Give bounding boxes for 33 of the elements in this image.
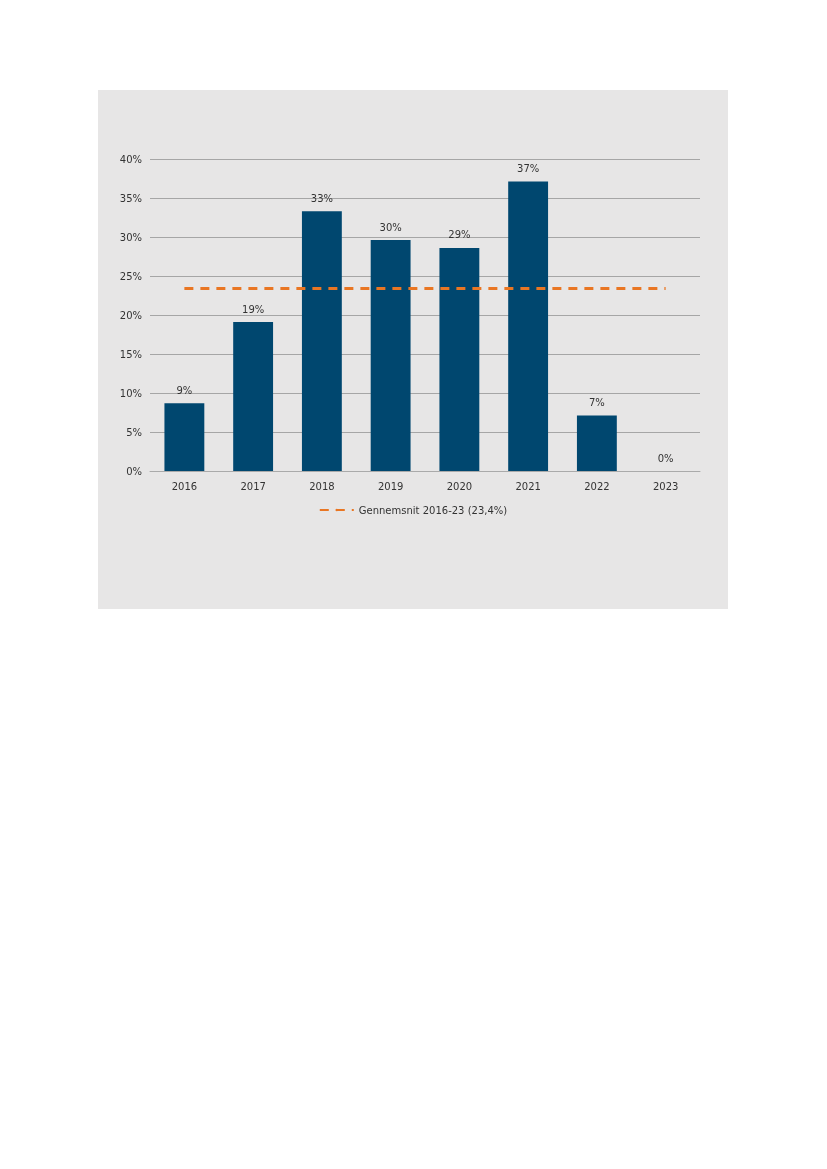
legend-label: Gennemsnit 2016-23 (23,4%) — [358, 504, 508, 516]
data-label: 0% — [657, 452, 674, 464]
y-tick-label: 35% — [119, 192, 142, 204]
bar — [439, 247, 480, 471]
bar — [508, 181, 549, 471]
y-tick-label: 20% — [119, 309, 142, 321]
x-tick-label: 2018 — [309, 480, 335, 492]
bar — [164, 403, 205, 471]
y-tick-label: 25% — [119, 270, 142, 282]
x-tick-label: 2016 — [171, 480, 198, 492]
y-tick-label: 10% — [119, 387, 142, 399]
y-tick-label: 5% — [126, 426, 142, 438]
data-label: 33% — [310, 192, 333, 204]
y-tick-label: 15% — [119, 348, 142, 360]
x-tick-label: 2022 — [584, 480, 610, 492]
bar — [576, 415, 617, 471]
x-tick-label: 2021 — [515, 480, 541, 492]
bar — [301, 211, 342, 471]
data-label: 7% — [588, 397, 605, 409]
x-tick-label: 2020 — [446, 480, 473, 492]
x-tick-label: 2023 — [652, 480, 679, 492]
bar — [233, 322, 274, 471]
data-label: 19% — [242, 303, 265, 315]
data-label: 30% — [379, 221, 402, 233]
x-tick-label: 2017 — [240, 480, 266, 492]
data-label: 9% — [176, 384, 193, 396]
y-tick-label: 30% — [119, 231, 142, 243]
y-tick-label: 0% — [126, 465, 142, 477]
data-label: 37% — [517, 163, 540, 175]
x-tick-label: 2019 — [377, 480, 404, 492]
bar — [370, 240, 411, 471]
y-tick-label: 40% — [119, 153, 142, 165]
data-label: 29% — [448, 229, 471, 241]
